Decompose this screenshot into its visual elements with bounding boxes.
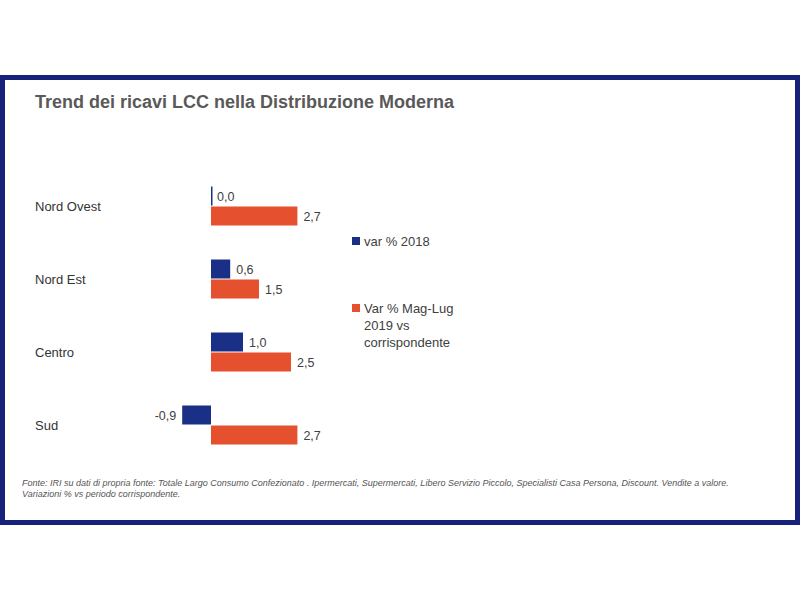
legend-text: Var % Mag-Lug 2019 vs corrispondente <box>364 300 484 351</box>
category-label: Centro <box>35 345 74 360</box>
data-label: 0,6 <box>236 263 253 277</box>
category-label: Sud <box>35 418 58 433</box>
bar <box>211 426 297 445</box>
footnote: Fonte: IRI su dati di propria fonte: Tot… <box>22 478 762 500</box>
labels: Nord Ovest 0,0 2,7 Nord Est 0,6 1,5 Centro 1,0 2… <box>35 190 321 443</box>
bar <box>211 207 297 226</box>
data-label: 2,5 <box>297 356 314 370</box>
bar <box>211 353 291 372</box>
legend-text: var % 2018 <box>364 233 484 250</box>
data-label: 2,7 <box>303 210 320 224</box>
frame <box>0 75 800 525</box>
category-label: Nord Ovest <box>35 199 101 214</box>
data-label: 1,5 <box>265 283 282 297</box>
bar <box>182 406 211 425</box>
data-label: 2,7 <box>303 429 320 443</box>
bar <box>211 260 230 279</box>
bar <box>211 333 243 352</box>
title: Trend dei ricavi LCC nella Distribuzione… <box>35 92 454 113</box>
bars <box>182 187 297 445</box>
data-label: 0,0 <box>217 190 234 204</box>
chart: Nord Ovest 0,0 2,7 Nord Est 0,6 1,5 Centro 1,0 2… <box>0 0 800 600</box>
data-label: -0,9 <box>155 409 177 423</box>
bar <box>211 187 213 206</box>
data-label: 1,0 <box>249 336 266 350</box>
category-label: Nord Est <box>35 272 86 287</box>
bar <box>211 280 259 299</box>
legend-swatch <box>352 237 360 245</box>
legend-swatch <box>352 304 360 312</box>
